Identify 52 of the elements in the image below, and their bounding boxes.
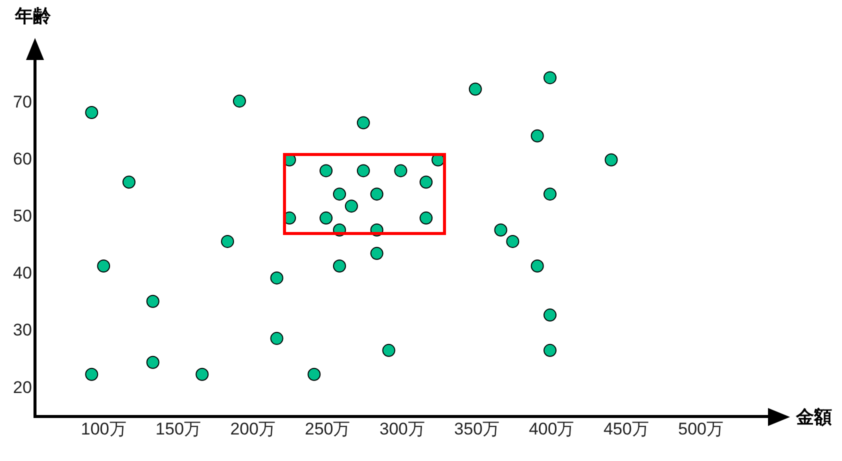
x-tick-label: 200万: [230, 419, 276, 438]
point: [370, 188, 384, 201]
point: [370, 246, 384, 260]
point: [85, 368, 98, 381]
point: [146, 356, 160, 369]
point: [320, 164, 333, 178]
point: [468, 82, 482, 96]
point: [97, 259, 110, 272]
x-tick-label: 350万: [454, 419, 500, 438]
point: [308, 368, 321, 381]
point: [332, 259, 346, 272]
x-tick-label: 300万: [380, 419, 425, 438]
x-tick-label: 450万: [603, 419, 649, 438]
point: [494, 224, 508, 237]
x-axis-title: 金額: [796, 406, 832, 429]
y-tick-label: 20: [12, 378, 32, 397]
point: [530, 259, 544, 272]
point: [85, 106, 98, 119]
point: [530, 129, 544, 142]
x-tick-label: 100万: [80, 419, 126, 438]
y-tick-label: 30: [12, 320, 32, 340]
point: [122, 176, 136, 189]
y-tick-label: 40: [12, 264, 32, 283]
point: [420, 176, 433, 189]
point: [544, 188, 557, 201]
point: [506, 234, 520, 248]
y-tick-label: 70: [12, 92, 32, 112]
point: [420, 212, 433, 225]
point: [344, 200, 358, 213]
point: [356, 164, 370, 178]
y-tick-label: 60: [12, 150, 32, 169]
x-tick-label: 400万: [528, 419, 574, 438]
x-tick-label: 150万: [156, 419, 201, 438]
point: [544, 308, 557, 322]
x-tick-label: 500万: [678, 419, 724, 438]
point: [332, 188, 346, 201]
point: [394, 164, 408, 178]
point: [146, 294, 160, 308]
point: [270, 271, 284, 284]
point: [544, 71, 557, 84]
point: [221, 234, 234, 248]
point: [544, 344, 557, 357]
point: [320, 212, 333, 225]
point: [382, 344, 396, 357]
point: [604, 153, 618, 166]
point: [270, 332, 284, 345]
x-tick-label: 250万: [304, 419, 350, 438]
y-tick-label: 50: [12, 206, 32, 226]
point: [196, 368, 209, 381]
point: [356, 116, 370, 130]
y-axis-title: 年齢: [14, 5, 51, 28]
point: [232, 94, 246, 108]
